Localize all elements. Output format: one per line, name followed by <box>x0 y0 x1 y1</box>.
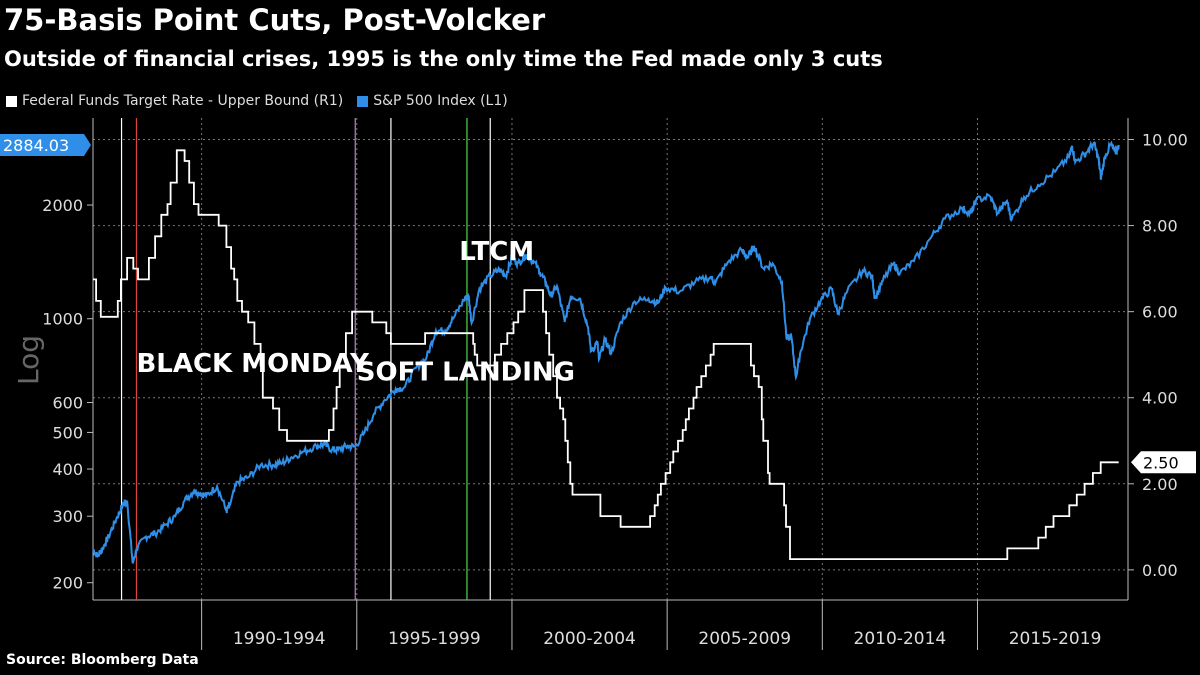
x-tick-label-4: 2010-2014 <box>854 629 947 649</box>
source-note: Source: Bloomberg Data <box>6 652 199 668</box>
left-axis-title: Log <box>12 335 45 385</box>
right-tick-label-4: 8.00 <box>1142 217 1178 236</box>
right-tick-label-3: 6.00 <box>1142 303 1178 322</box>
legend-item-sp500: S&P 500 Index (L1) <box>357 93 508 109</box>
fed-funds-last-value: 2.50 <box>1143 453 1179 472</box>
legend-swatch-sp500 <box>357 95 369 107</box>
chart-subtitle: Outside of financial crises, 1995 is the… <box>4 47 883 71</box>
fed-funds-line <box>93 149 1119 560</box>
right-tick-label-1: 2.00 <box>1142 475 1178 494</box>
left-tick-label-6: 2000 <box>42 196 83 215</box>
right-tick-label-5: 10.00 <box>1142 131 1188 150</box>
x-tick-label-5: 2015-2019 <box>1009 629 1102 649</box>
sp500-last-value-badge <box>0 133 91 156</box>
left-tick-label-2: 400 <box>52 460 83 479</box>
sp500-last-value: 2884.03 <box>3 136 69 155</box>
x-tick-label-2: 2000-2004 <box>543 629 636 649</box>
legend: Federal Funds Target Rate - Upper Bound … <box>6 90 522 112</box>
annotation-soft-landing: SOFT LANDING <box>357 358 575 388</box>
legend-item-fed-funds: Federal Funds Target Rate - Upper Bound … <box>6 93 343 109</box>
x-tick-label-1: 1995-1999 <box>388 629 481 649</box>
legend-swatch-fed-funds <box>6 95 17 107</box>
legend-label-sp500: S&P 500 Index (L1) <box>373 93 508 109</box>
right-tick-label-0: 0.00 <box>1142 561 1178 580</box>
x-tick-label-3: 2005-2009 <box>698 629 791 649</box>
x-tick-label-0: 1990-1994 <box>233 629 326 649</box>
fed-funds-last-value-badge <box>1131 451 1196 474</box>
annotation-ltcm: LTCM <box>459 237 534 267</box>
sp500-line <box>92 140 1120 564</box>
annotation-black-monday: BLACK MONDAY <box>136 349 370 379</box>
right-tick-label-2: 4.00 <box>1142 389 1178 408</box>
left-tick-label-5: 1000 <box>42 310 83 329</box>
left-tick-label-1: 300 <box>52 507 83 526</box>
left-tick-label-4: 600 <box>52 394 83 413</box>
left-tick-label-3: 500 <box>52 423 83 442</box>
left-tick-label-0: 200 <box>52 574 83 593</box>
chart-title: 75-Basis Point Cuts, Post-Volcker <box>4 3 546 37</box>
legend-label-fed-funds: Federal Funds Target Rate - Upper Bound … <box>22 93 344 109</box>
